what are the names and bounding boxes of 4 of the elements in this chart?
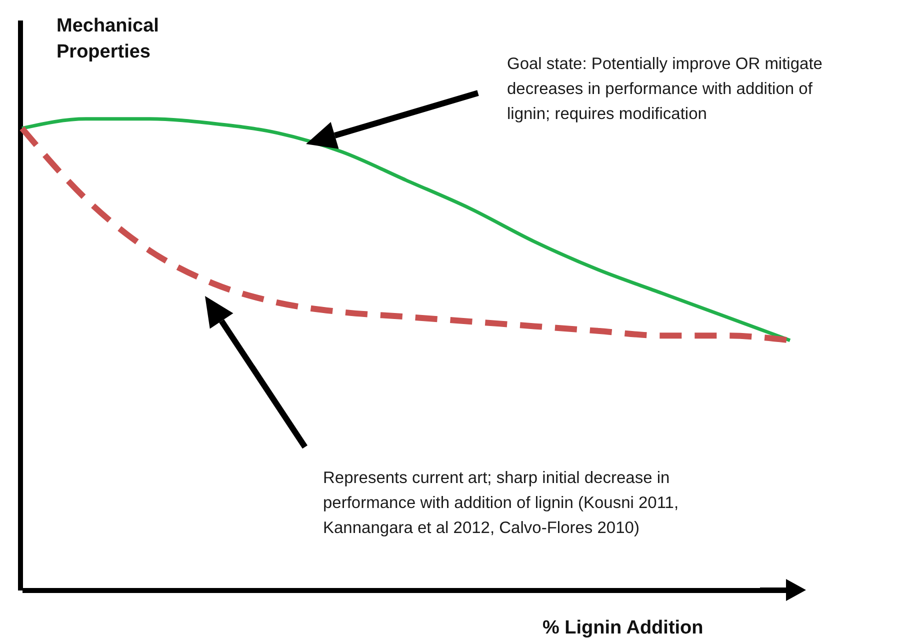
annotation: Represents current art; sharp initial decrease in performance with addition of lignin (Kousni 2011, Kannangara et al 2012, Calvo-Flores 2010) bbox=[323, 469, 679, 537]
y-axis-title: Mechanical Properties bbox=[56, 16, 159, 62]
annotation: Goal state: Potentially improve OR mitigate decreases in performance with addition of lignin; requires modification bbox=[507, 55, 822, 123]
x-axis-title: % Lignin Addition bbox=[542, 618, 704, 638]
